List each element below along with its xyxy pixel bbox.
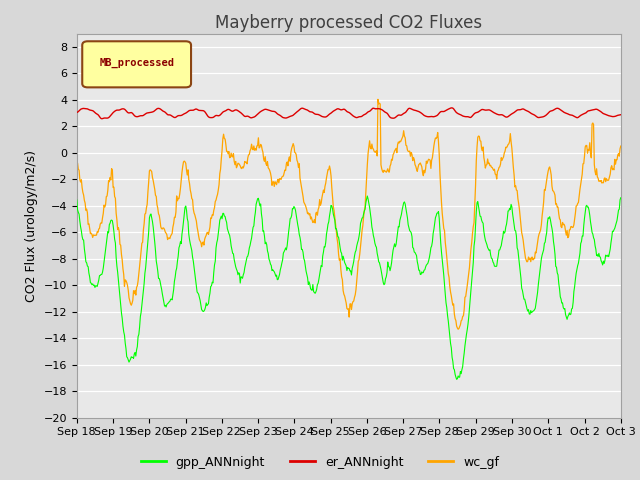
er_ANNnight: [223, 107, 231, 112]
gpp_ANNnight: [452, 376, 460, 382]
gpp_ANNnight: [194, 290, 202, 296]
Line: gpp_ANNnight: gpp_ANNnight: [77, 196, 621, 379]
Text: MB_processed: MB_processed: [99, 58, 174, 68]
gpp_ANNnight: [416, 267, 424, 273]
wc_gf: [139, 240, 147, 245]
wc_gf: [83, 206, 90, 212]
gpp_ANNnight: [139, 296, 147, 301]
er_ANNnight: [195, 108, 202, 113]
wc_gf: [617, 143, 625, 149]
er_ANNnight: [98, 116, 106, 121]
Line: wc_gf: wc_gf: [77, 99, 621, 329]
er_ANNnight: [431, 113, 439, 119]
wc_gf: [454, 326, 462, 332]
er_ANNnight: [83, 106, 90, 112]
er_ANNnight: [73, 109, 81, 115]
er_ANNnight: [617, 112, 625, 118]
gpp_ANNnight: [73, 197, 81, 203]
Legend: gpp_ANNnight, er_ANNnight, wc_gf: gpp_ANNnight, er_ANNnight, wc_gf: [136, 451, 504, 474]
FancyBboxPatch shape: [82, 41, 191, 87]
er_ANNnight: [140, 112, 147, 118]
er_ANNnight: [416, 109, 424, 115]
gpp_ANNnight: [223, 219, 230, 225]
er_ANNnight: [448, 105, 456, 111]
wc_gf: [374, 96, 382, 102]
Line: er_ANNnight: er_ANNnight: [77, 108, 621, 119]
Title: Mayberry processed CO2 Fluxes: Mayberry processed CO2 Fluxes: [215, 14, 483, 32]
gpp_ANNnight: [364, 193, 371, 199]
gpp_ANNnight: [617, 195, 625, 201]
gpp_ANNnight: [83, 260, 90, 265]
wc_gf: [223, 148, 230, 154]
wc_gf: [73, 166, 81, 171]
gpp_ANNnight: [431, 215, 439, 221]
wc_gf: [194, 228, 202, 234]
Y-axis label: CO2 Flux (urology/m2/s): CO2 Flux (urology/m2/s): [25, 150, 38, 301]
wc_gf: [416, 161, 424, 167]
wc_gf: [431, 135, 439, 141]
